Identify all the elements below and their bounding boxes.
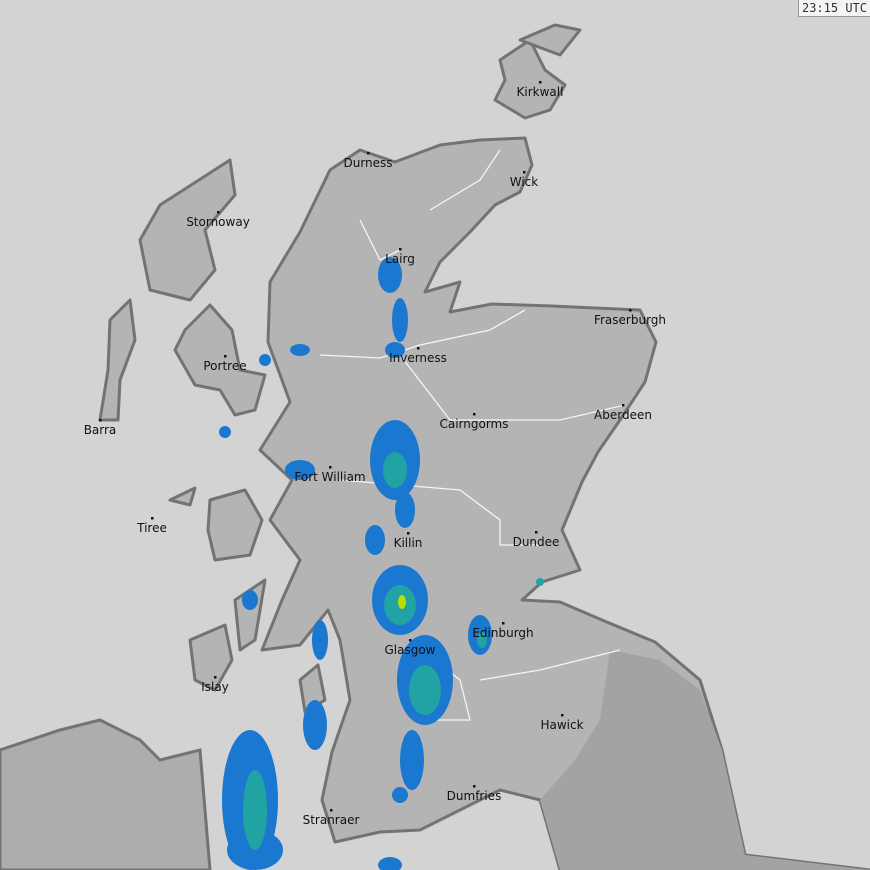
place-dot — [473, 413, 476, 416]
place-label: Aberdeen — [594, 408, 652, 422]
uist-islands — [98, 298, 137, 422]
place-label: Portree — [203, 359, 246, 373]
place-dot — [622, 404, 625, 407]
place-dot — [473, 785, 476, 788]
rain-cell — [385, 342, 405, 358]
rain-cell — [536, 578, 544, 586]
place-dot — [367, 152, 370, 155]
place-dot — [214, 676, 217, 679]
rain-cell — [400, 730, 424, 790]
radar-precipitation — [219, 257, 544, 870]
place-label: Kirkwall — [517, 85, 564, 99]
place-dot — [99, 419, 102, 422]
tiree-island — [168, 486, 197, 507]
rain-cell — [383, 452, 407, 488]
england-region — [540, 650, 870, 870]
place-dot — [399, 248, 402, 251]
rain-cell — [285, 460, 315, 480]
rain-cell — [378, 857, 402, 870]
rain-cell — [392, 298, 408, 342]
place-dot — [407, 532, 410, 535]
rain-cell — [378, 257, 402, 293]
place-label: Edinburgh — [472, 626, 533, 640]
place-label: Dundee — [513, 535, 560, 549]
place-label: Barra — [84, 423, 117, 437]
rain-cell — [303, 700, 327, 750]
place-dot — [539, 81, 542, 84]
place-label: Hawick — [540, 718, 583, 732]
place-label: Islay — [201, 680, 229, 694]
place-label: Fraserburgh — [594, 313, 666, 327]
rain-cell — [290, 344, 310, 356]
place-label: Killin — [394, 536, 423, 550]
place-dot — [409, 639, 412, 642]
place-label: Tiree — [136, 521, 167, 535]
rain-cell — [312, 620, 328, 660]
rain-cell — [477, 632, 487, 648]
timestamp: 23:15 UTC — [797, 0, 870, 17]
place-label: Inverness — [389, 351, 447, 365]
place-label: Wick — [510, 175, 539, 189]
place-label: Dumfries — [447, 789, 502, 803]
place-dot — [151, 517, 154, 520]
mull-island — [206, 488, 264, 562]
place-label: Glasgow — [384, 643, 435, 657]
place-dot — [629, 309, 632, 312]
place-dot — [417, 347, 420, 350]
place-dot — [224, 355, 227, 358]
place-dot — [523, 171, 526, 174]
place-label: Cairngorms — [439, 417, 508, 431]
orkney-north — [518, 23, 582, 57]
lewis-island — [138, 158, 237, 302]
place-dot — [330, 809, 333, 812]
place-dot — [535, 531, 538, 534]
place-label: Stranraer — [303, 813, 360, 827]
rain-cell — [365, 525, 385, 555]
place-dot — [217, 211, 220, 214]
place-labels: Kirkwall Durness Wick Stornoway Lairg Fraserb… — [84, 81, 666, 827]
islay-island — [188, 623, 234, 692]
place-label: Stornoway — [186, 215, 250, 229]
place-dot — [561, 714, 564, 717]
place-dot — [502, 622, 505, 625]
rain-cell — [243, 770, 267, 850]
rain-cell — [392, 787, 408, 803]
place-label: Durness — [343, 156, 392, 170]
orkney-islands — [493, 38, 567, 120]
place-dot — [329, 466, 332, 469]
rain-cell — [242, 590, 258, 610]
arran-island — [298, 663, 327, 714]
rain-cell — [398, 595, 406, 609]
place-label: Lairg — [385, 252, 415, 266]
rain-cell — [219, 426, 231, 438]
place-label: Fort William — [294, 470, 365, 484]
rain-cell — [409, 665, 441, 715]
skye-island — [173, 303, 267, 417]
rain-cell — [395, 492, 415, 528]
rain-cell — [259, 354, 271, 366]
northern-ireland — [0, 718, 212, 870]
